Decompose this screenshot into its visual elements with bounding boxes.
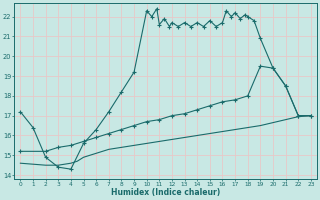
X-axis label: Humidex (Indice chaleur): Humidex (Indice chaleur) [111, 188, 220, 197]
